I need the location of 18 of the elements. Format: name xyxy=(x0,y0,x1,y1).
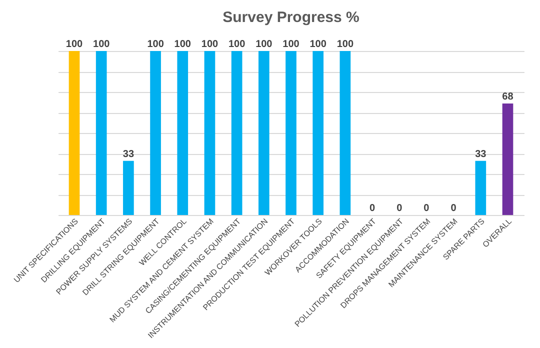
data-label: 100 xyxy=(66,39,84,50)
data-label: 33 xyxy=(475,148,487,160)
data-label: 100 xyxy=(147,39,164,50)
data-label: 0 xyxy=(424,203,430,214)
data-label: 0 xyxy=(450,203,457,214)
data-label: 100 xyxy=(174,39,192,50)
data-label: 68 xyxy=(502,91,514,102)
chart-title: Survey Progress % xyxy=(222,9,360,26)
data-label: 100 xyxy=(93,39,110,50)
data-label: 100 xyxy=(201,39,218,50)
data-label: 100 xyxy=(336,39,354,50)
data-label: 0 xyxy=(370,203,376,214)
data-label: 0 xyxy=(396,203,403,214)
data-label: 100 xyxy=(282,39,300,50)
data-label: 100 xyxy=(228,39,246,50)
data-label: 33 xyxy=(122,148,134,160)
data-label: 100 xyxy=(310,39,327,50)
data-label: 100 xyxy=(256,39,273,50)
